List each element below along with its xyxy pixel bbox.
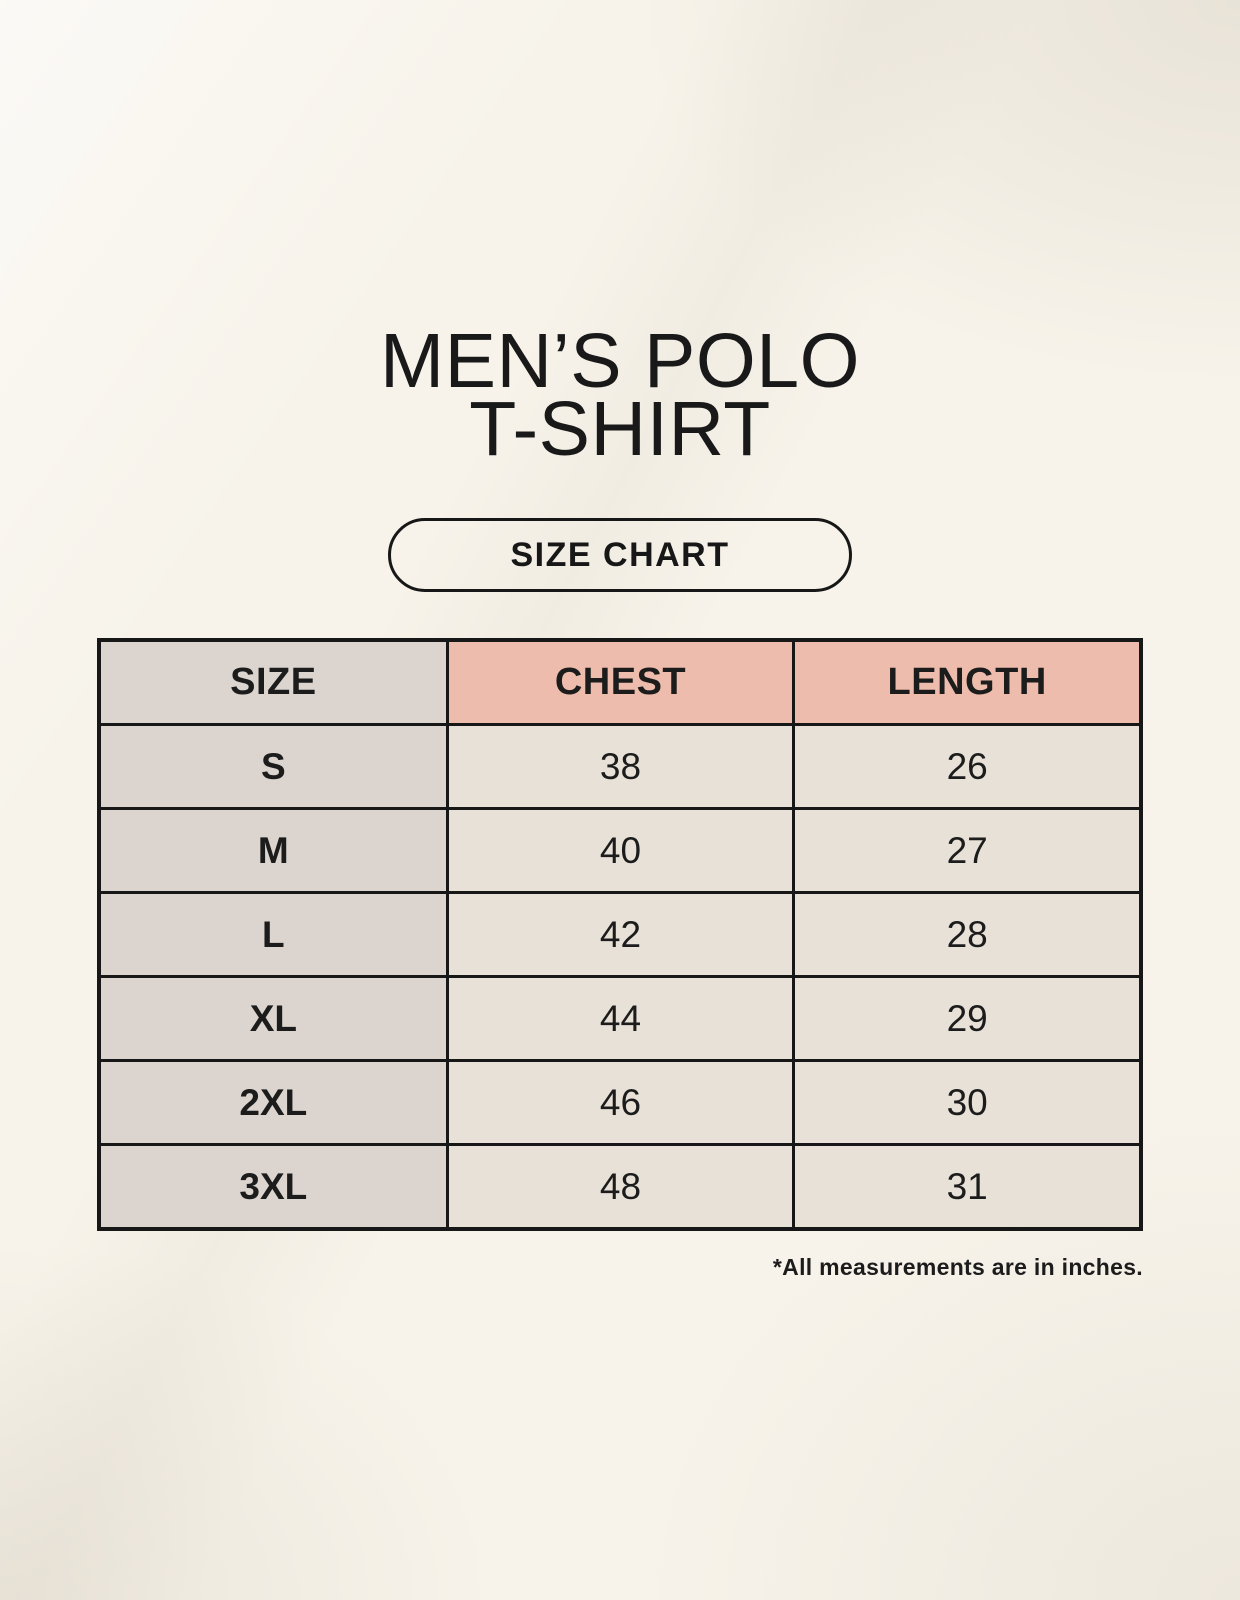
table-row-s: S 38 26 xyxy=(97,723,1143,810)
column-header-chest: CHEST xyxy=(445,638,796,726)
size-cell: S xyxy=(97,723,449,810)
length-cell: 26 xyxy=(792,723,1143,810)
chest-cell: 42 xyxy=(445,891,796,978)
size-chart-button[interactable]: SIZE CHART xyxy=(388,518,852,592)
size-chart-button-label: SIZE CHART xyxy=(510,535,730,574)
table-row-xl: XL 44 29 xyxy=(97,975,1143,1062)
size-cell: L xyxy=(97,891,449,978)
chest-cell: 38 xyxy=(445,723,796,810)
length-cell: 30 xyxy=(792,1059,1143,1146)
column-header-size: SIZE xyxy=(97,638,449,726)
title-line-2: T-SHIRT xyxy=(469,386,771,472)
chest-cell: 44 xyxy=(445,975,796,1062)
length-cell: 29 xyxy=(792,975,1143,1062)
size-cell: 3XL xyxy=(97,1143,449,1231)
chest-cell: 46 xyxy=(445,1059,796,1146)
column-header-length: LENGTH xyxy=(792,638,1143,726)
length-cell: 31 xyxy=(792,1143,1143,1231)
page-title: MEN’S POLO T-SHIRT xyxy=(0,323,1240,468)
table-row-l: L 42 28 xyxy=(97,891,1143,978)
size-cell: M xyxy=(97,807,449,894)
size-cell: 2XL xyxy=(97,1059,449,1146)
measurements-note: *All measurements are in inches. xyxy=(772,1254,1143,1280)
table-row-3xl: 3XL 48 31 xyxy=(97,1143,1143,1231)
chest-cell: 40 xyxy=(445,807,796,894)
length-cell: 28 xyxy=(792,891,1143,978)
size-chart-table: SIZE CHEST LENGTH S 38 26 M 40 27 L 42 2… xyxy=(97,638,1143,1231)
size-cell: XL xyxy=(97,975,449,1062)
title-line-1: MEN’S POLO xyxy=(380,318,860,404)
table-row-m: M 40 27 xyxy=(97,807,1143,894)
chest-cell: 48 xyxy=(445,1143,796,1231)
table-header-row: SIZE CHEST LENGTH xyxy=(97,638,1143,726)
length-cell: 27 xyxy=(792,807,1143,894)
table-row-2xl: 2XL 46 30 xyxy=(97,1059,1143,1146)
